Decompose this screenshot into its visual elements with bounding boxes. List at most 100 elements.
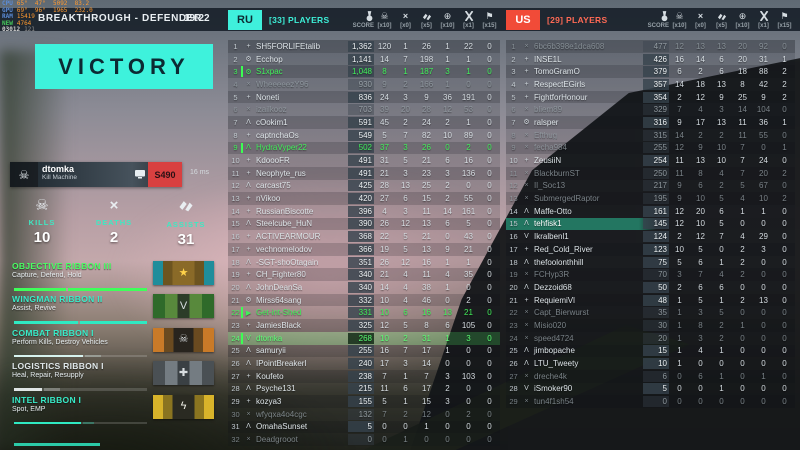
row-stat: 7: [403, 130, 408, 140]
ribbons-list: OBJECTIVE RIBBON III Capture, Defend, Ho…: [12, 261, 214, 428]
row-stat: 1: [677, 295, 682, 305]
table-row[interactable]: 27 + Koufeto 238 7 1 7 3 103 0: [228, 369, 500, 383]
row-stat: 0: [761, 308, 766, 318]
table-row[interactable]: 32 × Deadgrooot 0 0 1 0 0 0 0: [228, 433, 500, 446]
table-row[interactable]: 12 × Il_Soc13 217 9 6 2 5 67 0: [506, 179, 795, 193]
table-row[interactable]: 14 + RussianBiscotte 396 4 3 11 14 161 0: [228, 204, 500, 218]
table-row[interactable]: 21 + RequiemiVl 48 1 5 1 2 13 0: [506, 293, 795, 307]
table-row[interactable]: 11 + Neophyte_rus 491 21 3 23 3 136 0: [228, 166, 500, 180]
row-stat: 9: [424, 92, 429, 102]
table-row[interactable]: 1 × 6bc6b398e1dca608 477 12 13 13 20 92 0: [506, 40, 795, 53]
table-row[interactable]: 16 + ACTIVEARMOUR 368 22 5 21 0 43 0: [228, 230, 500, 243]
platform-monitor-icon: [132, 162, 148, 187]
table-row[interactable]: 3 + TomoGramO 379 6 2 6 18 88 2: [506, 65, 795, 79]
row-stat: 67: [759, 181, 768, 191]
row-rank: 27: [509, 371, 518, 381]
game-mode-label: BREAKTHROUGH - DEFENDER: [38, 13, 202, 24]
table-row[interactable]: 3 ⚙ S1xpac 1,048 8 1 187 3 1 0: [228, 65, 500, 79]
table-row[interactable]: 5 + Noneti 836 24 3 9 36 191 0: [228, 90, 500, 104]
table-row[interactable]: 15 Λ Steelcube_HuN 390 26 12 13 6 5 0: [228, 217, 500, 231]
support-class-icon: +: [524, 80, 529, 88]
row-stat: 27: [380, 194, 389, 204]
player-card[interactable]: ☠ dtomka Kill Machine S490: [10, 162, 182, 187]
table-row[interactable]: 29 + kozya3 155 5 1 15 3 0 0: [228, 395, 500, 408]
table-row[interactable]: 22 ▶ Get-int-Shed 331 10 6 16 13 21 0: [228, 306, 500, 320]
row-stat: 1: [466, 257, 471, 267]
table-row[interactable]: 5 + FightforHonour 354 2 12 9 25 9 2: [506, 90, 795, 104]
table-row[interactable]: 14 Λ Maffe-Otto 161 12 20 6 1 1 0: [506, 204, 795, 218]
table-row[interactable]: 6 × bliem89 329 7 4 3 14 104 0: [506, 103, 795, 117]
row-stat: 28: [380, 181, 389, 191]
row-stat: 0: [487, 435, 492, 445]
row-rank: 26: [509, 359, 518, 369]
table-row[interactable]: 30 × wfyqxa4o4cgc 132 7 2 12 0 2 0: [228, 407, 500, 421]
table-row[interactable]: 22 × Capt_Bierwurst 35 1 3 5 0 0 0: [506, 306, 795, 320]
table-row[interactable]: 27 × dreche4k 6 0 6 1 0 1 0: [506, 369, 795, 383]
row-rank: 25: [509, 346, 518, 356]
table-row[interactable]: 9 × fecha984 255 12 9 10 7 0 1: [506, 141, 795, 155]
table-row[interactable]: 19 × FCHyp3R 70 3 7 4 2 0 0: [506, 268, 795, 282]
row-stat: 2: [445, 194, 450, 204]
row-player-name: tun4f1sh54: [534, 397, 574, 407]
row-stat: 0: [466, 282, 471, 292]
table-row[interactable]: 31 Λ OmahaSunset 5 0 0 1 0 0 0: [228, 420, 500, 434]
table-row[interactable]: 20 Λ JohnDeanSa 340 14 4 38 1 0 0: [228, 281, 500, 294]
table-row[interactable]: 19 + CH_Fighter80 340 21 4 11 4 35 0: [228, 268, 500, 282]
row-stat: 23: [422, 168, 431, 178]
row-stat: 1: [740, 206, 745, 216]
table-row[interactable]: 17 + Red_Cold_River 123 10 5 0 2 3 0: [506, 243, 795, 256]
table-row[interactable]: 17 + vechnomelodov 366 19 5 13 9 21 0: [228, 243, 500, 256]
row-stat: 13: [717, 79, 726, 89]
table-row[interactable]: 1 + SH5FORLIFEtalib 1,362 120 1 26 1 22 0: [228, 40, 500, 53]
table-row[interactable]: 24 × speed4724 20 1 3 2 0 0 0: [506, 331, 795, 345]
table-row[interactable]: 6 × izailkooz 703 39 20 28 12 53 0: [228, 103, 500, 117]
assault-class-icon: Λ: [524, 360, 529, 368]
table-row[interactable]: 7 ⚙ ralsper 316 9 17 13 11 36 1: [506, 116, 795, 129]
table-row[interactable]: 23 + JamiesBlack 325 12 5 8 6 105 0: [228, 319, 500, 332]
row-stat: 0: [487, 270, 492, 280]
table-row[interactable]: 28 Λ Psyche131 215 11 6 17 2 0 0: [228, 382, 500, 396]
row-stat: 4: [698, 105, 703, 115]
table-row[interactable]: 11 × BlackburnST 250 11 8 4 7 20 2: [506, 166, 795, 180]
table-row[interactable]: 16 V Ikralbenl1 124 2 12 7 4 29 0: [506, 230, 795, 243]
row-player-name: FightforHonour: [534, 92, 588, 102]
table-row[interactable]: 18 Λ -SGT-shoOtagain 351 26 12 16 1 1 0: [228, 255, 500, 269]
table-row[interactable]: 29 × tun4f1sh54 0 0 0 0 0 0 0: [506, 395, 795, 408]
table-row[interactable]: 20 Λ Dezzoid68 50 2 6 6 0 0 0: [506, 281, 795, 294]
table-row[interactable]: 4 × WheeeeezY96 930 9 2 166 1 0 0: [228, 78, 500, 91]
table-row[interactable]: 23 × Misio020 30 1 8 2 1 0 0: [506, 319, 795, 332]
table-row[interactable]: 26 Λ IPointBreakerI 240 17 3 14 0 0 0: [228, 357, 500, 370]
table-row[interactable]: 26 Λ LTU_Tweety 10 1 0 0 0 0 0: [506, 357, 795, 370]
row-stat: 0: [782, 41, 787, 51]
table-row[interactable]: 2 + INSE1L 426 16 14 6 20 31 1: [506, 52, 795, 66]
engineer-class-icon: ⚙: [245, 297, 252, 305]
table-row[interactable]: 4 + RespectEGirls 357 14 18 13 8 42 2: [506, 78, 795, 91]
scoreboard-table-us: US [29] PLAYERS SCORE ☠ [x10] × [x0] [x5] …: [506, 10, 795, 408]
table-row[interactable]: 13 + nVikoo 420 27 6 15 2 55 0: [228, 192, 500, 205]
table-row[interactable]: 10 + KdoooFR 491 31 5 21 6 16 0: [228, 154, 500, 167]
row-stat: 2: [445, 117, 450, 127]
row-stat: 0: [445, 422, 450, 432]
ribbon-medal-icon: ★: [153, 261, 214, 285]
row-stat: 15: [422, 194, 431, 204]
row-stat: 6: [719, 206, 724, 216]
row-stat: 14: [738, 105, 747, 115]
table-row[interactable]: 2 ⚙ Ecchop 1,141 14 7 198 1 1 0: [228, 52, 500, 66]
table-row[interactable]: 9 Λ HydraVyper22 502 37 3 26 0 2 0: [228, 141, 500, 155]
row-score: 491: [345, 167, 374, 179]
table-row[interactable]: 21 ⚙ Mirss64sang 332 10 4 46 0 2 0: [228, 293, 500, 307]
row-player-name: Dezzoid68: [534, 282, 572, 292]
row-player-name: captnchaOs: [256, 130, 299, 140]
table-row[interactable]: 13 × SubmergedRaptor 195 9 10 5 4 10 2: [506, 192, 795, 205]
table-row[interactable]: 8 + captnchaOs 549 5 7 82 10 89 0: [228, 128, 500, 142]
table-row[interactable]: 8 × Efthug 315 14 2 2 11 55 0: [506, 128, 795, 142]
table-row[interactable]: 10 + ZeusiiN 254 11 13 10 7 24 0: [506, 154, 795, 167]
